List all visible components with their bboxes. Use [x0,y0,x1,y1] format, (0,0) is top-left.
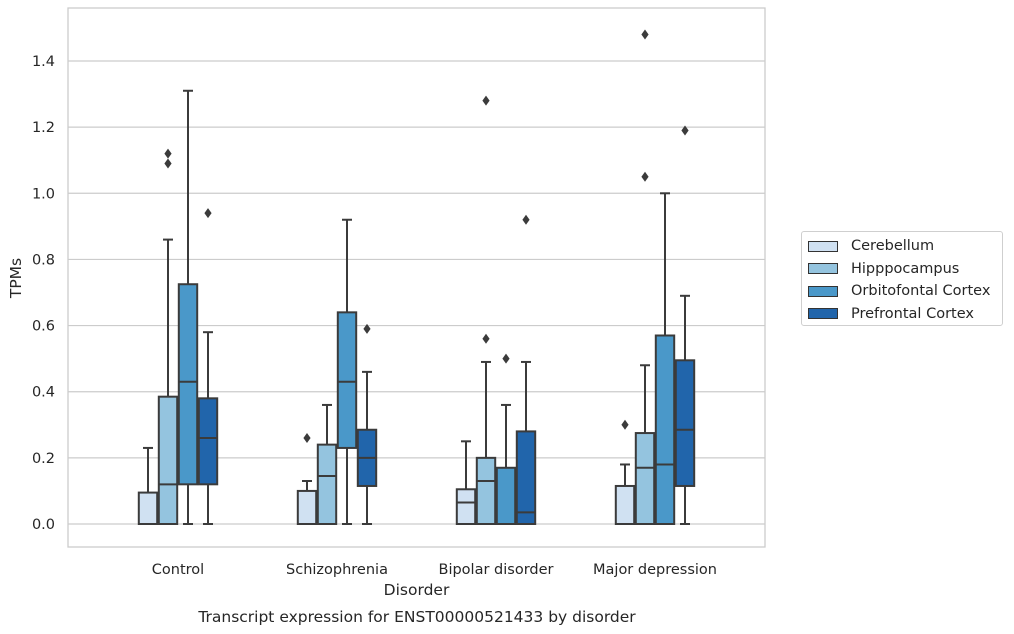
outlier-point [502,353,510,364]
legend-entry: Orbitofontal Cortex [808,280,1002,303]
outlier-point [164,148,172,159]
y-tick-labels: 0.0 0.2 0.4 0.6 0.8 1.0 1.2 1.4 [32,54,55,533]
box-2 [455,440,477,525]
x-tick-labels: Control Schizophrenia Bipolar disorder Majo… [152,562,717,578]
y-tick-label: 1.0 [32,186,55,202]
box-iqr [495,466,517,525]
box-3 [614,419,636,526]
legend-label: Orbitofontal Cortex [851,283,991,300]
box-1 [356,323,378,525]
box-2 [515,214,537,525]
legend-swatch [808,308,838,320]
y-axis-title: TPMs [7,258,25,299]
box-iqr [475,456,497,526]
outlier-point [164,158,172,169]
series-orbitofontal-cortex [177,89,676,525]
legend-entry: Cerebellum [808,235,1002,258]
outlier-point [363,323,371,334]
box-0 [177,89,199,525]
x-axis-title: Disorder [384,581,450,599]
x-tick-label: Major depression [593,562,717,578]
legend-label: Prefrontal Cortex [851,305,974,322]
box-iqr [316,443,338,525]
outlier-point [522,214,530,225]
box-1 [316,403,338,525]
box-iqr [654,334,676,525]
y-tick-label: 1.2 [32,120,55,136]
outlier-point [681,125,689,136]
box-series-layer [137,29,696,526]
box-iqr [157,395,179,525]
outlier-point [204,208,212,219]
series-hipppocampus [157,29,656,526]
legend-swatch [808,285,838,297]
y-tick-label: 0.4 [32,385,55,401]
box-3 [654,192,676,525]
x-tick-label: Schizophrenia [286,562,388,578]
outlier-point [303,433,311,444]
y-tick-label: 0.6 [32,319,55,335]
box-0 [197,208,219,525]
y-tick-label: 1.4 [32,54,55,70]
outlier-point [641,29,649,40]
box-iqr [177,283,199,486]
legend-swatch [808,263,838,275]
plot-area-frame [67,7,766,548]
series-prefrontal-cortex [197,125,696,525]
legend-label: Hipppocampus [851,260,960,277]
box-1 [296,433,318,525]
y-tick-label: 0.2 [32,451,55,467]
series-cerebellum [137,419,636,526]
outlier-point [482,333,490,344]
outlier-point [641,171,649,182]
legend: Cerebellum Hipppocampus Orbitofontal Corte… [801,231,1003,326]
x-tick-label: Control [152,562,204,578]
box-1 [336,218,358,525]
x-tick-label: Bipolar disorder [439,562,554,578]
box-iqr [197,397,219,486]
box-iqr [634,432,656,525]
box-3 [634,29,656,525]
box-iqr [515,430,537,525]
box-0 [137,446,159,526]
outlier-point [482,95,490,106]
box-3 [674,125,696,525]
outlier-point [621,419,629,430]
box-0 [157,148,179,525]
chart-title: Transcript expression for ENST0000052143… [197,608,636,626]
box-iqr [674,359,696,487]
y-tick-label: 0.0 [32,517,55,533]
box-2 [475,95,497,526]
legend-swatch [808,240,838,252]
box-iqr [614,484,636,526]
legend-entry: Hipppocampus [808,258,1002,281]
box-iqr [336,311,358,449]
y-tick-label: 0.8 [32,252,55,268]
box-iqr [455,488,477,525]
box-2 [495,353,517,525]
legend-entry: Prefrontal Cortex [808,303,1002,326]
box-iqr [137,491,159,526]
legend-label: Cerebellum [851,238,935,255]
box-iqr [296,489,318,525]
